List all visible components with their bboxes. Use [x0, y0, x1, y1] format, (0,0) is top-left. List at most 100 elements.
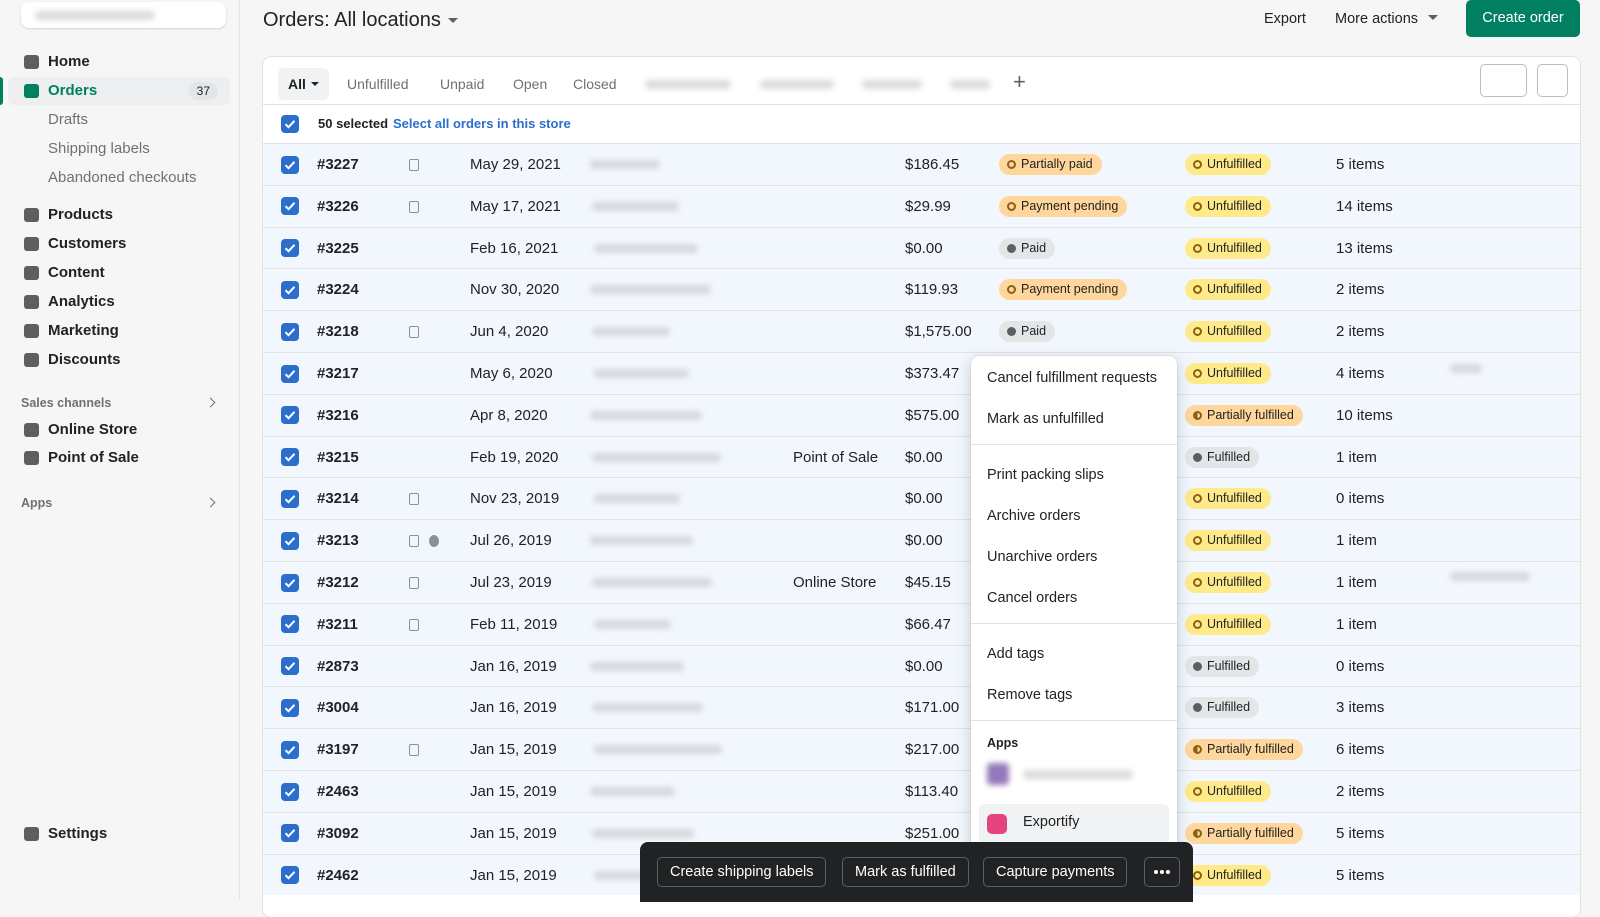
order-row[interactable]: #3218 Jun 4, 2020 $1,575.00 Paid Unfulfilled…: [263, 310, 1580, 352]
order-row[interactable]: #3212 Jul 23, 2019 Online Store $45.15 Unful…: [263, 561, 1580, 603]
order-row[interactable]: #3213 Jul 26, 2019 $0.00 Unfulfilled 1 item: [263, 519, 1580, 561]
order-number[interactable]: #3216: [317, 406, 359, 424]
add-tab[interactable]: +: [1013, 69, 1026, 94]
order-row[interactable]: #3227 May 29, 2021 $186.45 Partially paid Un…: [263, 143, 1580, 185]
checkbox[interactable]: [281, 740, 299, 759]
order-row[interactable]: #3217 May 6, 2020 $373.47 Unfulfilled 4 item…: [263, 352, 1580, 394]
nav-item[interactable]: Home: [8, 48, 230, 76]
filter-tab[interactable]: Unpaid: [430, 68, 494, 100]
filter-tab[interactable]: All: [278, 68, 329, 100]
location-picker[interactable]: All locations: [334, 9, 441, 31]
checkbox[interactable]: [281, 782, 299, 801]
more-actions-button[interactable]: More actions: [1335, 9, 1439, 29]
order-number[interactable]: #3197: [317, 741, 359, 759]
customer-blurred: [590, 787, 675, 796]
order-number[interactable]: #3004: [317, 699, 359, 717]
nav-item[interactable]: Analytics: [8, 288, 230, 316]
nav-item[interactable]: Discounts: [8, 346, 230, 374]
menu-item[interactable]: Archive orders: [987, 508, 1081, 524]
order-row[interactable]: #3211 Feb 11, 2019 $66.47 Unfulfilled 1 item: [263, 602, 1580, 645]
store-switcher[interactable]: [21, 2, 226, 28]
search-filter-button[interactable]: [1480, 64, 1527, 97]
nav-item[interactable]: Marketing: [8, 317, 230, 345]
checkbox[interactable]: [281, 115, 299, 133]
menu-item[interactable]: Cancel fulfillment requests: [987, 370, 1158, 386]
nav-item[interactable]: Shipping labels: [8, 135, 230, 163]
order-number[interactable]: #3218: [317, 323, 359, 341]
order-number[interactable]: #3211: [317, 615, 358, 633]
status-badge: Paid: [999, 237, 1056, 259]
order-row[interactable]: #3226 May 17, 2021 $29.99 Payment pending Un…: [263, 184, 1580, 227]
order-number[interactable]: #3213: [317, 532, 359, 550]
create-order-button[interactable]: Create order: [1466, 0, 1580, 37]
filter-tab[interactable]: Unfulfilled: [337, 68, 418, 100]
checkbox[interactable]: [281, 197, 299, 216]
export-button[interactable]: Export: [1264, 11, 1306, 27]
nav-item[interactable]: Content: [8, 259, 230, 287]
bulk-action-button[interactable]: Mark as fulfilled: [842, 857, 969, 887]
status-icon: [1193, 327, 1202, 337]
order-number[interactable]: #2463: [317, 783, 359, 800]
nav-label: Marketing: [48, 322, 119, 339]
checkbox[interactable]: [281, 280, 299, 299]
filter-tab[interactable]: Closed: [563, 68, 627, 100]
nav-item[interactable]: Orders 37: [8, 77, 230, 105]
checkbox[interactable]: [281, 448, 299, 467]
order-number[interactable]: #3225: [317, 239, 359, 257]
menu-item[interactable]: Remove tags: [987, 687, 1073, 703]
menu-item[interactable]: Add tags: [987, 646, 1045, 662]
bulk-action-button[interactable]: Create shipping labels: [657, 857, 827, 887]
order-row[interactable]: #3224 Nov 30, 2020 $119.93 Payment pending U…: [263, 268, 1580, 311]
nav-item[interactable]: Settings: [8, 820, 230, 848]
order-row[interactable]: #2873 Jan 16, 2019 $0.00 Fulfilled 0 items: [263, 644, 1580, 687]
checkbox[interactable]: [281, 573, 299, 592]
checkbox[interactable]: [281, 406, 299, 425]
status-badge: Unfulfilled: [1185, 321, 1271, 343]
order-number[interactable]: #3212: [317, 574, 359, 591]
nav-item[interactable]: Drafts: [8, 106, 230, 134]
order-number[interactable]: #2462: [317, 866, 359, 884]
order-number[interactable]: #3227: [317, 156, 359, 173]
nav-item[interactable]: Online Store: [8, 416, 230, 444]
order-row[interactable]: #3216 Apr 8, 2020 $575.00 Partially fulfill…: [263, 393, 1580, 436]
checkbox[interactable]: [281, 155, 299, 174]
bulk-more-button[interactable]: [1144, 857, 1180, 887]
menu-item[interactable]: Mark as unfulfilled: [987, 411, 1104, 427]
order-number[interactable]: #2873: [317, 657, 359, 675]
menu-app-item[interactable]: Exportify: [979, 804, 1169, 844]
menu-item[interactable]: Unarchive orders: [987, 549, 1098, 565]
checkbox[interactable]: [281, 364, 299, 383]
order-row[interactable]: #3197 Jan 15, 2019 $217.00 Partially fulfil…: [263, 728, 1580, 770]
nav-item[interactable]: Products: [8, 201, 230, 229]
order-number[interactable]: #3226: [317, 197, 359, 215]
order-number[interactable]: #3214: [317, 490, 359, 508]
checkbox[interactable]: [281, 239, 299, 258]
checkbox[interactable]: [281, 322, 299, 341]
order-number[interactable]: #3224: [317, 281, 359, 299]
filter-tab[interactable]: Open: [503, 68, 557, 100]
nav-item[interactable]: Abandoned checkouts: [8, 164, 230, 192]
order-row[interactable]: #3225 Feb 16, 2021 $0.00 Paid Unfulfilled 13 …: [263, 226, 1580, 269]
nav-item[interactable]: Customers: [8, 230, 230, 258]
status-icon: [1193, 536, 1202, 546]
order-row[interactable]: #3004 Jan 16, 2019 $171.00 Fulfilled 3 items: [263, 686, 1580, 729]
nav-item[interactable]: Point of Sale: [8, 444, 230, 472]
order-row[interactable]: #2463 Jan 15, 2019 $113.40 Unfulfilled 2 ite…: [263, 770, 1580, 812]
checkbox[interactable]: [281, 866, 299, 885]
order-row[interactable]: #3215 Feb 19, 2020 Point of Sale $0.00 Fulfi…: [263, 435, 1580, 478]
order-row[interactable]: #3214 Nov 23, 2019 $0.00 Unfulfilled 0 items: [263, 477, 1580, 520]
checkbox[interactable]: [281, 531, 299, 550]
checkbox[interactable]: [281, 489, 299, 508]
menu-item[interactable]: Print packing slips: [987, 467, 1104, 483]
sort-button[interactable]: [1537, 64, 1568, 97]
checkbox[interactable]: [281, 615, 299, 634]
order-number[interactable]: #3217: [317, 365, 359, 382]
order-number[interactable]: #3092: [317, 824, 359, 842]
menu-item[interactable]: Cancel orders: [987, 590, 1078, 606]
select-all-link[interactable]: Select all orders in this store: [393, 116, 571, 131]
bulk-action-button[interactable]: Capture payments: [983, 857, 1128, 887]
checkbox[interactable]: [281, 698, 299, 717]
checkbox[interactable]: [281, 657, 299, 676]
order-number[interactable]: #3215: [317, 448, 359, 466]
checkbox[interactable]: [281, 824, 299, 843]
